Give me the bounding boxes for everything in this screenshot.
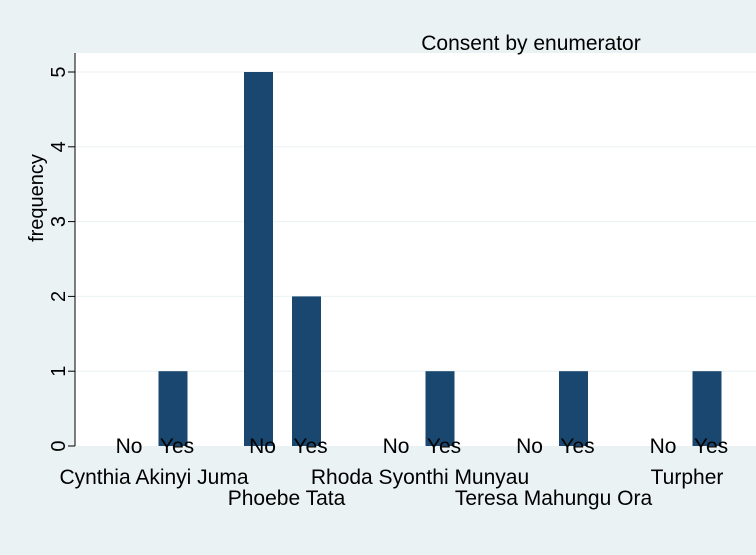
y-tick-label: 0 [48, 440, 70, 451]
group-label: Teresa Mahungu Ora [455, 487, 653, 510]
y-ticks: 0 1 2 3 4 5 [48, 66, 75, 452]
grid-lines [75, 71, 756, 372]
y-tick-label: 2 [48, 291, 70, 302]
y-tick-label: 1 [48, 366, 70, 377]
bar-category-label: Yes [560, 435, 594, 458]
bar [425, 371, 455, 446]
group-label: Rhoda Syonthi Munyau [311, 466, 529, 489]
group-label: Cynthia Akinyi Juma [59, 466, 248, 489]
bar [158, 371, 188, 446]
bar [292, 296, 321, 446]
bar-category-label: Yes [427, 435, 461, 458]
bar-category-label: No [116, 435, 143, 458]
group-label: Phoebe Tata [228, 487, 346, 510]
y-axis-label: frequency [26, 154, 48, 242]
group-label: Turpher [651, 466, 724, 489]
bar-category-label: Yes [160, 435, 194, 458]
y-tick-label: 4 [48, 141, 70, 152]
y-tick-label: 3 [48, 216, 70, 227]
bar-category-label: No [650, 435, 677, 458]
bar [559, 371, 588, 446]
chart-title: Consent by enumerator [421, 32, 640, 55]
bars [158, 72, 722, 446]
bar [244, 72, 273, 446]
bar-category-label: No [383, 435, 410, 458]
plot-area [75, 53, 756, 446]
y-tick-label: 5 [48, 66, 70, 77]
bar-category-label: Yes [694, 435, 728, 458]
bar [692, 371, 722, 446]
bar-category-label: No [516, 435, 543, 458]
bar-category-label: No [249, 435, 276, 458]
bar-category-label: Yes [293, 435, 327, 458]
